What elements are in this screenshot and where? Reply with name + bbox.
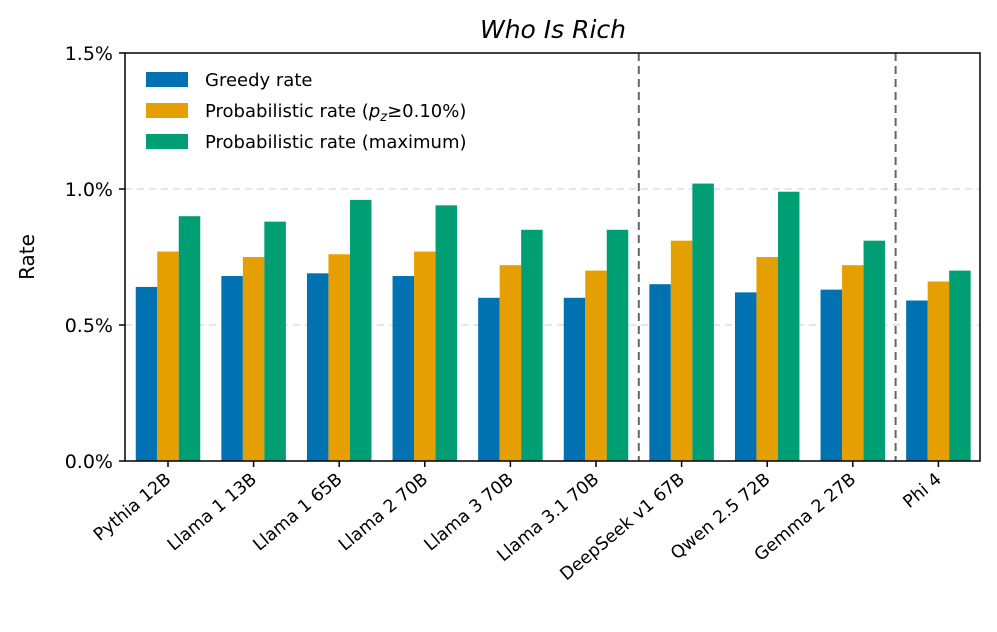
y-tick-label-3: 1.5% (65, 43, 113, 65)
bar-series0-cat4 (478, 297, 500, 461)
x-tick-label-1: Llama 1 13B (164, 470, 261, 556)
bar-series2-cat9 (949, 270, 971, 461)
legend: Greedy rate Probabilistic rate (pz≥0.10%… (146, 70, 467, 153)
bar-series1-cat3 (414, 251, 436, 461)
bar-series1-cat5 (585, 270, 607, 461)
bar-series2-cat5 (606, 229, 629, 461)
bar-series2-cat8 (863, 240, 886, 461)
bar-series1-cat6 (670, 240, 693, 461)
y-tick-label-1: 0.5% (65, 315, 113, 337)
bar-series2-cat0 (178, 216, 201, 461)
plot-frame (124, 52, 981, 462)
bar-series0-cat9 (906, 300, 928, 461)
group-separators (637, 53, 897, 461)
bar-series0-cat8 (820, 289, 843, 461)
legend-swatch-probabilistic-threshold (146, 103, 188, 118)
bar-series2-cat2 (349, 199, 372, 461)
x-tick-label-2: Llama 1 65B (250, 470, 347, 556)
bar-series1-cat4 (499, 265, 522, 461)
y-axis-label: Rate (15, 234, 39, 280)
bar-series0-cat1 (221, 276, 243, 461)
bar-series1-cat1 (242, 257, 265, 461)
legend-suffix: ≥0.10%) (387, 101, 466, 122)
bar-series1-cat7 (756, 257, 778, 461)
bar-series2-cat6 (692, 183, 714, 461)
legend-label-probabilistic-maximum: Probabilistic rate (maximum) (205, 132, 467, 153)
x-tick-label-3: Llama 2 70B (335, 470, 432, 556)
chart-title: Who Is Rich (480, 15, 626, 44)
bar-series2-cat4 (521, 229, 543, 461)
x-tick-label-9: Phi 4 (900, 470, 946, 513)
bar-series0-cat6 (649, 284, 671, 461)
legend-math-base: p (368, 101, 380, 122)
bar-series0-cat0 (135, 286, 158, 461)
y-tick-label-2: 1.0% (65, 179, 113, 201)
bar-series1-cat2 (328, 254, 350, 461)
bar-series1-cat0 (157, 251, 179, 461)
bar-series2-cat1 (264, 221, 286, 461)
legend-math-sub: z (379, 110, 388, 125)
x-tick-label-0: Pythia 12B (90, 470, 175, 546)
legend-prefix: Probabilistic rate ( (205, 101, 369, 122)
bar-series1-cat8 (842, 265, 864, 461)
legend-swatch-probabilistic-maximum (146, 134, 188, 149)
y-tick-label-0: 0.0% (65, 451, 113, 473)
bar-series0-cat5 (563, 297, 586, 461)
bar-series0-cat7 (734, 292, 757, 461)
bar-series0-cat3 (392, 276, 415, 461)
y-axis-ticks: 0.0% 0.5% 1.0% 1.5% (65, 43, 125, 473)
bar-series2-cat3 (435, 205, 458, 461)
bar-series0-cat2 (306, 273, 329, 461)
bars (135, 183, 971, 461)
legend-label-probabilistic-threshold: Probabilistic rate (pz≥0.10%) (205, 101, 466, 125)
bar-series2-cat7 (777, 191, 800, 461)
legend-swatch-greedy (146, 72, 188, 87)
bar-series1-cat9 (927, 281, 950, 461)
legend-label-greedy: Greedy rate (205, 70, 312, 91)
